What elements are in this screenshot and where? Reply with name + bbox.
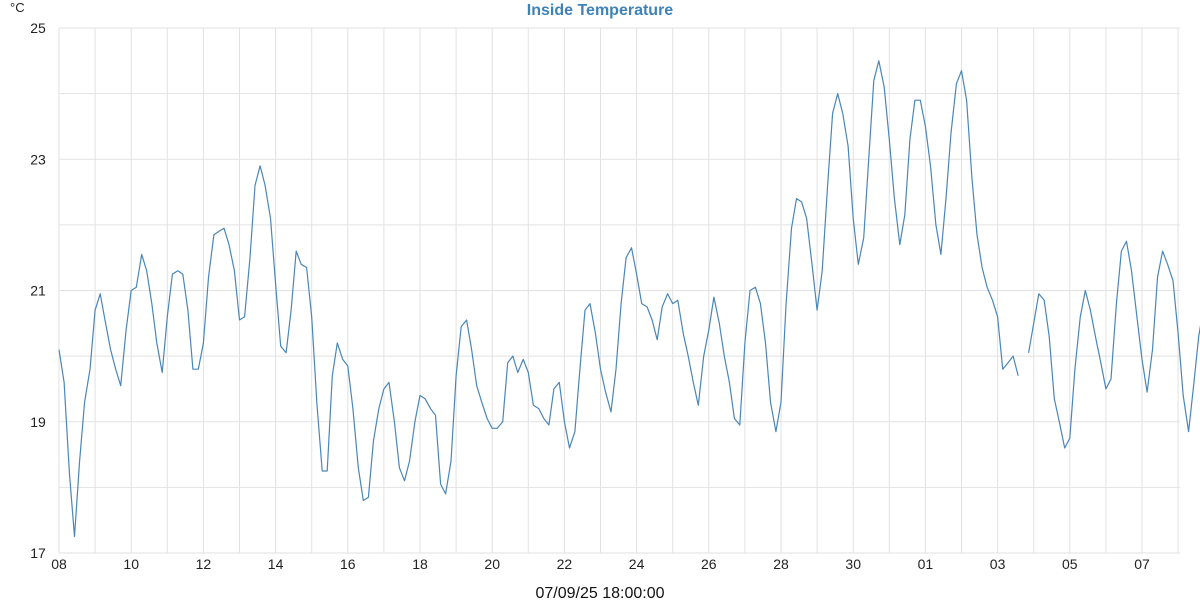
y-tick-label: 17 [30,545,46,561]
x-tick-label: 26 [701,556,717,572]
x-axis: 08 10 12 14 16 18 20 22 24 26 28 30 01 03 05 07 [51,556,1150,572]
y-tick-label: 25 [30,20,46,36]
x-tick-label: 16 [340,556,356,572]
x-tick-label: 08 [51,556,67,572]
y-tick-label: 19 [30,414,46,430]
x-tick-label: 03 [990,556,1006,572]
y-axis: 17 19 21 23 25 [30,20,46,561]
temperature-line [58,60,1019,538]
grid [58,27,1180,554]
footer-timestamp: 07/09/25 18:00:00 [535,585,664,600]
x-tick-label: 12 [196,556,212,572]
x-tick-label: 18 [412,556,428,572]
x-tick-label: 14 [268,556,284,572]
x-tick-label: 30 [845,556,861,572]
x-tick-label: 20 [484,556,500,572]
y-tick-label: 21 [30,283,46,299]
x-tick-label: 05 [1062,556,1078,572]
x-tick-label: 07 [1134,556,1150,572]
x-tick-label: 01 [918,556,934,572]
x-tick-label: 22 [557,556,573,572]
temperature-line [1028,240,1200,449]
x-tick-label: 24 [629,556,645,572]
x-tick-label: 28 [773,556,789,572]
series-lines [58,60,1200,538]
y-tick-label: 23 [30,151,46,167]
x-tick-label: 10 [123,556,139,572]
chart-title: Inside Temperature [527,2,674,19]
y-unit-label: °C [10,0,25,15]
